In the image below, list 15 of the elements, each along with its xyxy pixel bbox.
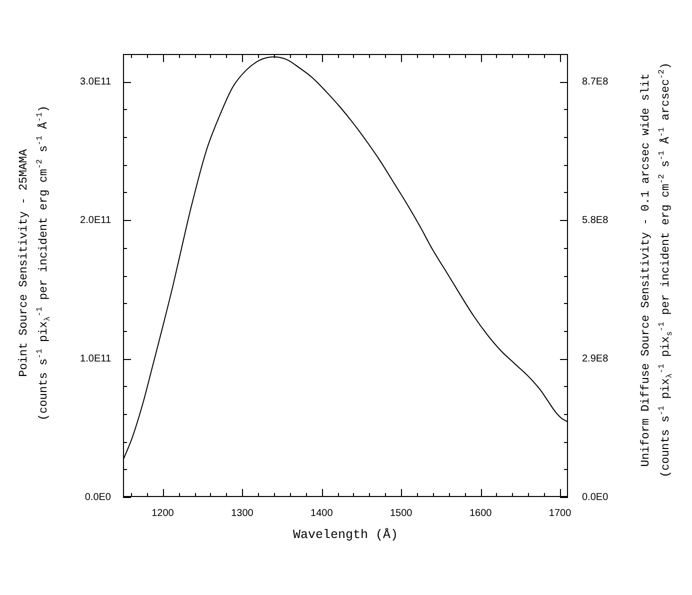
y2-tick-label: 8.7E8: [582, 76, 609, 88]
x-tick-label: 1600: [469, 508, 492, 519]
y-tick-label: 1.0E11: [80, 353, 112, 364]
y-tick-label: 2.0E11: [80, 214, 112, 226]
x-axis-title: Wavelength (Å): [292, 528, 398, 543]
y-tick-label: 3.0E11: [80, 76, 112, 88]
y2-tick-label: 0.0E0: [582, 492, 609, 503]
x-tick-label: 1400: [310, 508, 334, 519]
y-tick-label: 0.0E0: [84, 492, 112, 503]
y2-tick-label: 5.8E8: [582, 214, 609, 226]
x-tick-label: 1500: [390, 508, 413, 519]
x-tick-label: 1300: [231, 508, 254, 519]
x-tick-label: 1200: [152, 508, 174, 519]
x-tick-label: 1700: [548, 508, 572, 519]
y2-tick-label: 2.9E8: [582, 353, 609, 364]
